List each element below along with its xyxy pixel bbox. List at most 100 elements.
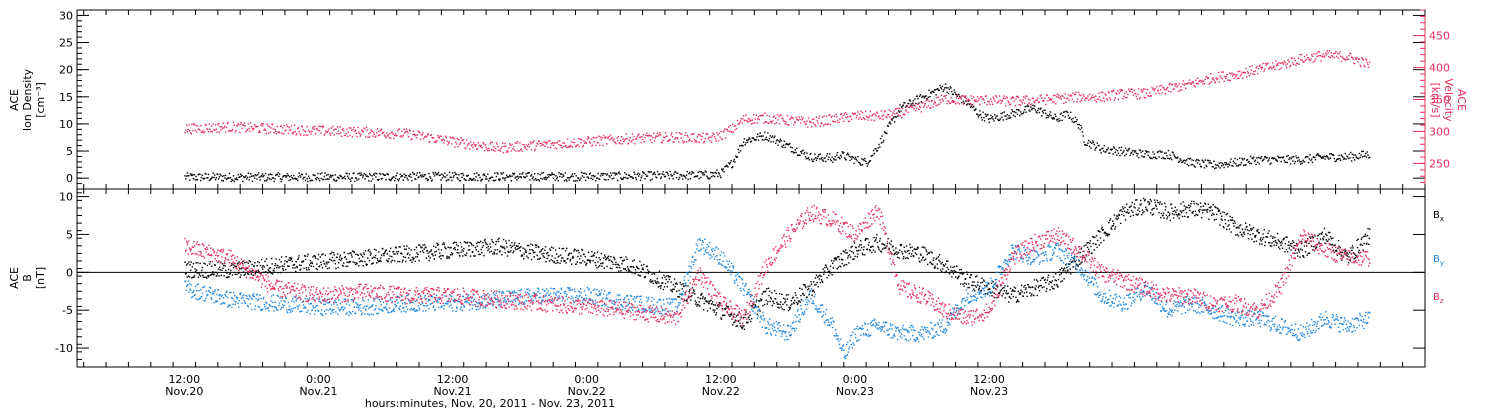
- density-point: [435, 172, 436, 173]
- field-point-bx: [873, 237, 874, 238]
- field-point-bx: [411, 261, 412, 262]
- velocity-point: [1338, 57, 1339, 58]
- velocity-point: [376, 132, 377, 133]
- field-point-bx: [947, 267, 948, 268]
- velocity-point: [327, 132, 328, 133]
- field-point-bx: [497, 249, 498, 250]
- density-point: [1323, 157, 1324, 158]
- field-point-bx: [929, 253, 930, 254]
- velocity-point: [1068, 94, 1069, 95]
- field-point-bx: [282, 265, 283, 266]
- field-point-bx: [495, 249, 496, 250]
- velocity-point: [1058, 94, 1059, 95]
- velocity-point: [248, 123, 249, 124]
- density-point: [229, 173, 230, 174]
- field-point-bx: [405, 257, 406, 258]
- density-point: [212, 177, 213, 178]
- density-point: [197, 179, 198, 180]
- field-point-bx: [449, 257, 450, 258]
- velocity-point: [1180, 86, 1181, 87]
- velocity-point: [1185, 88, 1186, 89]
- velocity-point: [705, 138, 706, 139]
- field-point-bx: [288, 266, 289, 267]
- field-point-bx: [1181, 210, 1182, 211]
- field-point-bx: [1109, 234, 1110, 235]
- density-point: [935, 89, 936, 90]
- field-point-bx: [1089, 243, 1090, 244]
- density-point: [443, 175, 444, 176]
- field-point-bx: [790, 307, 791, 308]
- density-point: [1123, 150, 1124, 151]
- density-point: [415, 179, 416, 180]
- velocity-point: [1067, 98, 1068, 99]
- velocity-point: [446, 137, 447, 138]
- field-point-bx: [209, 263, 210, 264]
- field-point-bx: [270, 267, 271, 268]
- velocity-point: [751, 123, 752, 124]
- density-point: [217, 174, 218, 175]
- velocity-point: [821, 123, 822, 124]
- velocity-point: [185, 129, 186, 130]
- density-point: [1284, 160, 1285, 161]
- velocity-point: [829, 114, 830, 115]
- density-point: [678, 179, 679, 180]
- density-point: [1007, 118, 1008, 119]
- field-point-bx: [448, 247, 449, 248]
- velocity-point: [907, 112, 908, 113]
- field-point-bx: [193, 263, 194, 264]
- field-point-bx: [267, 265, 268, 266]
- field-point-bx: [682, 288, 683, 289]
- field-point-bx: [367, 264, 368, 265]
- velocity-point: [1338, 53, 1339, 54]
- field-point-bx: [219, 267, 220, 268]
- velocity-point: [325, 130, 326, 131]
- density-point: [259, 179, 260, 180]
- velocity-point: [1264, 69, 1265, 70]
- density-point: [186, 175, 187, 176]
- field-point-bx: [364, 261, 365, 262]
- density-point: [365, 174, 366, 175]
- density-point: [1032, 105, 1033, 106]
- velocity-point: [921, 111, 922, 112]
- velocity-point: [724, 128, 725, 129]
- density-point: [432, 179, 433, 180]
- velocity-point: [896, 108, 897, 109]
- field-point-bx: [839, 259, 840, 260]
- field-point-bx: [819, 275, 820, 276]
- density-point: [882, 142, 883, 143]
- velocity-point: [507, 151, 508, 152]
- density-point: [673, 178, 674, 179]
- velocity-point: [237, 125, 238, 126]
- velocity-point: [412, 134, 413, 135]
- field-point-bx: [1189, 210, 1190, 211]
- density-point: [521, 177, 522, 178]
- velocity-point: [874, 120, 875, 121]
- density-point: [591, 175, 592, 176]
- field-point-bx: [621, 263, 622, 264]
- density-point: [600, 175, 601, 176]
- field-point-bx: [530, 253, 531, 254]
- field-point-bx: [938, 260, 939, 261]
- velocity-point: [885, 110, 886, 111]
- velocity-point: [807, 126, 808, 127]
- velocity-point: [483, 143, 484, 144]
- field-point-bx: [1172, 213, 1173, 214]
- velocity-point: [1248, 72, 1249, 73]
- velocity-point: [1251, 70, 1252, 71]
- velocity-point: [337, 126, 338, 127]
- density-point: [374, 173, 375, 174]
- field-point-bx: [863, 249, 864, 250]
- field-point-bx: [837, 268, 838, 269]
- field-point-bx: [867, 249, 868, 250]
- velocity-point: [544, 146, 545, 147]
- density-point: [239, 176, 240, 177]
- field-point-bx: [802, 293, 803, 294]
- velocity-point: [659, 132, 660, 133]
- density-point: [343, 177, 344, 178]
- field-point-bx: [1000, 290, 1001, 291]
- field-point-bx: [731, 313, 732, 314]
- density-point: [777, 145, 778, 146]
- density-point: [1258, 157, 1259, 158]
- field-point-bx: [354, 262, 355, 263]
- field-point-bx: [687, 285, 688, 286]
